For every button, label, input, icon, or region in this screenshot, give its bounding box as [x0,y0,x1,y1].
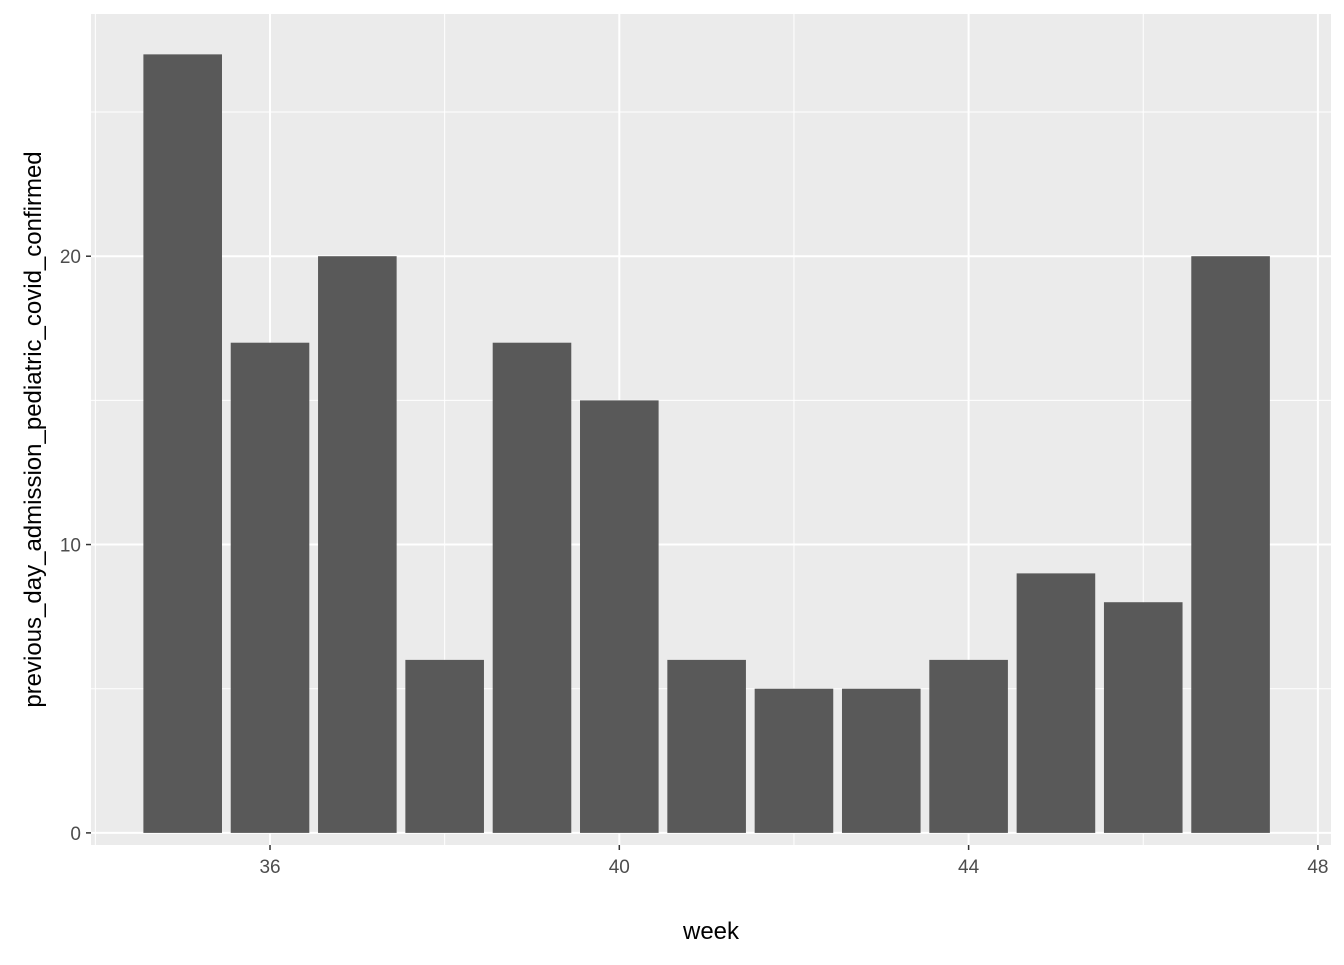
bar-week-46 [1103,602,1183,833]
y-tick-label: 10 [60,536,81,557]
y-tick-label: 0 [70,824,81,845]
bar-week-37 [318,256,397,833]
axes: 0 10 20 36 40 44 48 [60,247,1329,878]
bars [143,54,1270,833]
bar-week-36 [230,342,310,833]
y-tick-label: 20 [60,247,81,268]
bar-week-41 [667,659,746,833]
bar-week-35 [143,54,222,833]
bar-week-47 [1191,256,1270,833]
bar-week-39 [492,342,572,833]
x-tick-label: 40 [609,857,630,878]
x-tick-label: 44 [958,857,980,878]
bar-week-43 [841,688,921,833]
x-tick-label: 36 [259,857,280,878]
bar-week-40 [580,400,659,833]
bar-week-45 [1016,573,1096,833]
x-axis-label: week [682,918,740,945]
bar-week-38 [405,659,484,833]
bar-week-44 [929,659,1008,833]
y-axis-label: previous_day_admission_pediatric_covid_c… [20,151,47,707]
x-tick-label: 48 [1307,857,1328,878]
bar-week-42 [754,688,834,833]
